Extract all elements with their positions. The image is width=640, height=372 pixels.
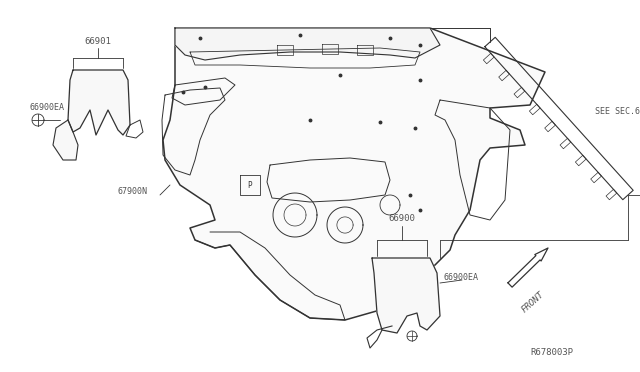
Text: FRONT: FRONT xyxy=(520,290,546,314)
Text: 66900: 66900 xyxy=(388,214,415,223)
Text: 66901: 66901 xyxy=(84,37,111,46)
Text: 66900EA: 66900EA xyxy=(30,103,65,112)
Text: 67900N: 67900N xyxy=(118,187,148,196)
Polygon shape xyxy=(175,28,440,60)
Polygon shape xyxy=(53,120,78,160)
Polygon shape xyxy=(372,258,440,333)
Polygon shape xyxy=(68,70,130,135)
Polygon shape xyxy=(508,248,548,287)
Text: R678003P: R678003P xyxy=(530,348,573,357)
Text: P: P xyxy=(248,180,252,189)
Text: 66900EA: 66900EA xyxy=(444,273,479,282)
Text: SEE SEC.680: SEE SEC.680 xyxy=(595,108,640,116)
Polygon shape xyxy=(163,28,545,320)
